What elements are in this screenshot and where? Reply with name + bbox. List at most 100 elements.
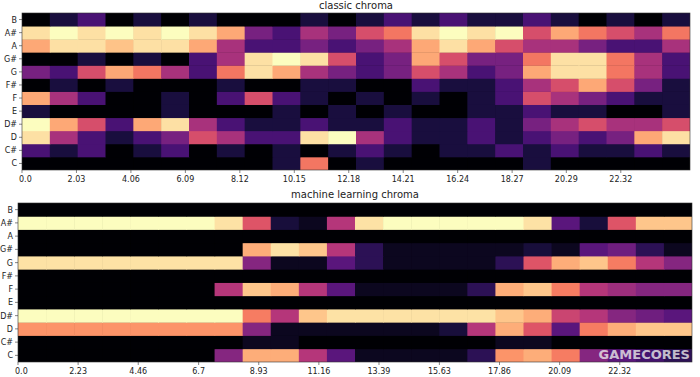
- cell: [243, 322, 272, 336]
- cell: [300, 92, 328, 105]
- cell: [106, 131, 134, 144]
- cell: [18, 216, 47, 230]
- cell: [355, 309, 384, 323]
- cell: [523, 39, 551, 52]
- cell: [243, 296, 272, 310]
- y-tick-label: E: [8, 298, 13, 307]
- cell: [662, 26, 690, 39]
- cell: [495, 52, 523, 65]
- y-tick: [15, 289, 18, 290]
- cell: [634, 118, 662, 131]
- y-tick-label: C: [7, 351, 13, 360]
- y-tick: [19, 111, 22, 112]
- cell: [130, 269, 159, 283]
- cell: [300, 65, 328, 78]
- cell: [187, 309, 216, 323]
- cell: [495, 309, 524, 323]
- cell: [580, 243, 609, 257]
- cell: [50, 92, 78, 105]
- cell: [245, 26, 273, 39]
- cell: [300, 39, 328, 52]
- cell: [18, 269, 47, 283]
- x-tick: [439, 362, 440, 365]
- cell: [383, 309, 412, 323]
- cell: [22, 157, 50, 170]
- cell: [467, 203, 496, 217]
- cell: [607, 39, 635, 52]
- cell: [467, 256, 496, 270]
- cell: [50, 131, 78, 144]
- cell: [412, 118, 440, 131]
- cell: [356, 131, 384, 144]
- cell: [580, 230, 609, 244]
- cell: [18, 322, 47, 336]
- frame: [18, 203, 692, 362]
- plot-background: [22, 13, 690, 170]
- cell: [356, 52, 384, 65]
- cell: [106, 157, 134, 170]
- cell: [551, 13, 579, 26]
- cell: [328, 118, 356, 131]
- cell: [467, 230, 496, 244]
- cell: [551, 26, 579, 39]
- y-tick: [15, 315, 18, 316]
- cell: [495, 92, 523, 105]
- cell: [299, 296, 328, 310]
- cell: [552, 230, 581, 244]
- cell: [158, 243, 187, 257]
- cell: [133, 144, 161, 157]
- cell: [133, 118, 161, 131]
- cell: [634, 157, 662, 170]
- x-tick-label: 6.7: [192, 367, 205, 376]
- cell: [102, 203, 131, 217]
- cell: [22, 118, 50, 131]
- cell: [636, 203, 665, 217]
- cell: [523, 13, 551, 26]
- cell: [215, 243, 244, 257]
- cell: [300, 131, 328, 144]
- cell: [384, 144, 412, 157]
- cell: [328, 13, 356, 26]
- cell: [22, 144, 50, 157]
- cell: [74, 230, 103, 244]
- x-tick-label: 10.15: [283, 175, 306, 184]
- cell: [580, 256, 609, 270]
- cell: [608, 269, 637, 283]
- cell: [328, 39, 356, 52]
- cell: [664, 230, 692, 244]
- cell: [383, 336, 412, 350]
- cell: [411, 230, 440, 244]
- cell: [664, 216, 692, 230]
- cell: [46, 203, 75, 217]
- cell: [133, 157, 161, 170]
- cell: [607, 118, 635, 131]
- cell: [662, 39, 690, 52]
- x-tick-label: 22.32: [608, 367, 631, 376]
- cell: [467, 78, 495, 91]
- cell: [495, 157, 523, 170]
- cell: [383, 283, 412, 297]
- cell: [607, 105, 635, 118]
- cell: [130, 216, 159, 230]
- y-tick-label: D: [11, 133, 17, 142]
- cell: [636, 309, 665, 323]
- cell: [356, 144, 384, 157]
- cell: [299, 243, 328, 257]
- cell: [106, 92, 134, 105]
- cell: [579, 26, 607, 39]
- cell: [46, 309, 75, 323]
- cells: [22, 13, 690, 170]
- y-tick-label: G: [7, 259, 13, 268]
- x-tick-label: 2.03: [68, 175, 86, 184]
- cell: [130, 296, 159, 310]
- cell: [495, 283, 524, 297]
- cell: [187, 336, 216, 350]
- x-tick: [239, 170, 240, 173]
- cell: [607, 65, 635, 78]
- cell: [328, 52, 356, 65]
- cell: [384, 92, 412, 105]
- cell: [664, 243, 692, 257]
- cell: [78, 26, 106, 39]
- cell: [78, 13, 106, 26]
- cell: [106, 78, 134, 91]
